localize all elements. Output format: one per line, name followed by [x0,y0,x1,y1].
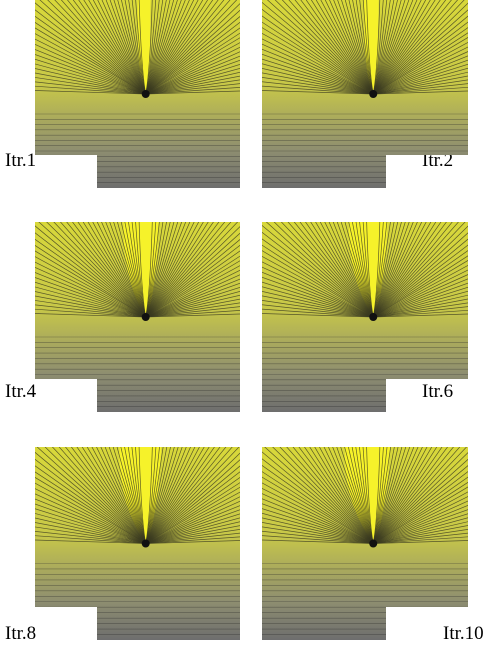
panel-label: Itr.8 [5,623,36,644]
panel-label: Itr.4 [5,381,37,402]
figure: Itr.1 Itr.2 Itr.4 Itr.6 Itr.8 Itr.10 [0,0,502,652]
panel-label: Itr.6 [422,381,453,402]
panel-label: Itr.10 [443,623,484,644]
panel-label: Itr.1 [5,150,36,171]
